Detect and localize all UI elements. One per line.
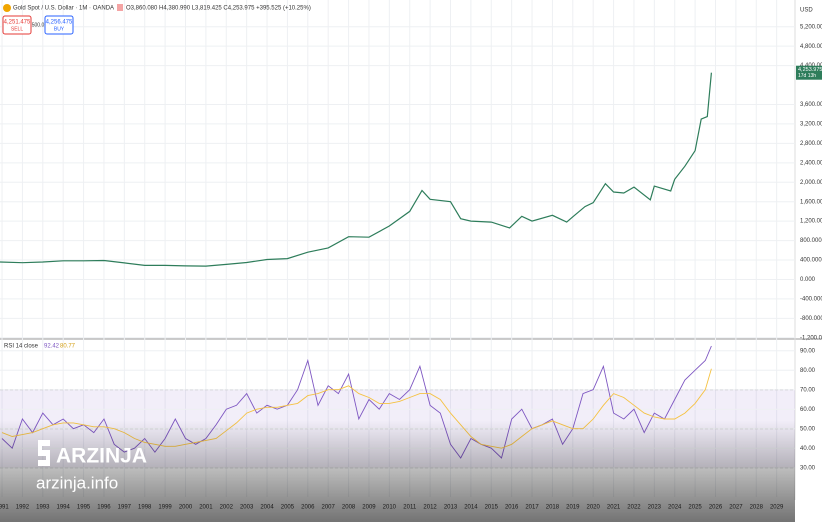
symbol: Gold Spot / U.S. Dollar · 1M · OANDA [13,6,114,12]
y-tick-label: 3,200.000 [800,122,822,128]
watermark-shade [0,420,795,522]
y-tick-label: 70.00 [800,387,816,393]
y-tick-label: 1,200.000 [800,219,822,225]
y-tick-label: 5,200.000 [800,24,822,30]
buy-price: 4,256.475 [46,20,73,26]
y-tick-label: 400.000 [800,258,822,264]
sell-price: 4,251.475 [4,20,31,26]
y-tick-label: 1,600.000 [800,199,822,205]
symbol-icon [3,4,11,12]
y-tick-label: 50.00 [800,426,816,432]
y-tick-label: 80.00 [800,368,816,374]
y-tick-label: 90.00 [800,348,816,354]
countdown: 17d 13h [798,73,816,79]
y-tick-label: 0.000 [800,277,816,283]
y-tick-label: 4,800.000 [800,44,822,50]
y-tick-label: 2,400.000 [800,160,822,166]
y-tick-label: 60.00 [800,407,816,413]
y-tick-label: -400.000 [800,296,822,302]
y-tick-label: 3,600.000 [800,102,822,108]
sell-button[interactable] [2,15,32,35]
y-tick-label: -1,200.000 [800,335,822,341]
rsi-value: 92.42 [44,344,60,350]
y-tick-label: 2,000.000 [800,180,822,186]
currency: USD [800,8,813,14]
logo [38,440,50,466]
y-tick-label: 30.00 [800,465,816,471]
spread: 500.0 [32,22,45,28]
last-price-box [796,65,822,80]
rsi-title: RSI 14 close [4,344,39,350]
y-tick-label: 2,800.000 [800,141,822,147]
last-price: 4,253.975 [798,67,822,73]
y-tick-label: -800.000 [800,316,822,322]
ma-value: 80.77 [60,344,76,350]
y-tick-label: 800.000 [800,238,822,244]
ohlc: O3,860.080 H4,380.990 L3,819.425 C4,253.… [126,6,311,12]
price-line [0,72,712,267]
buy-label: BUY [54,26,65,32]
buy-button[interactable] [44,15,74,35]
sell-label: SELL [11,26,23,32]
brand: ARZINJA [56,445,147,468]
flag [117,4,123,11]
site: arzinja.info [36,473,118,492]
y-tick-label: 40.00 [800,446,816,452]
